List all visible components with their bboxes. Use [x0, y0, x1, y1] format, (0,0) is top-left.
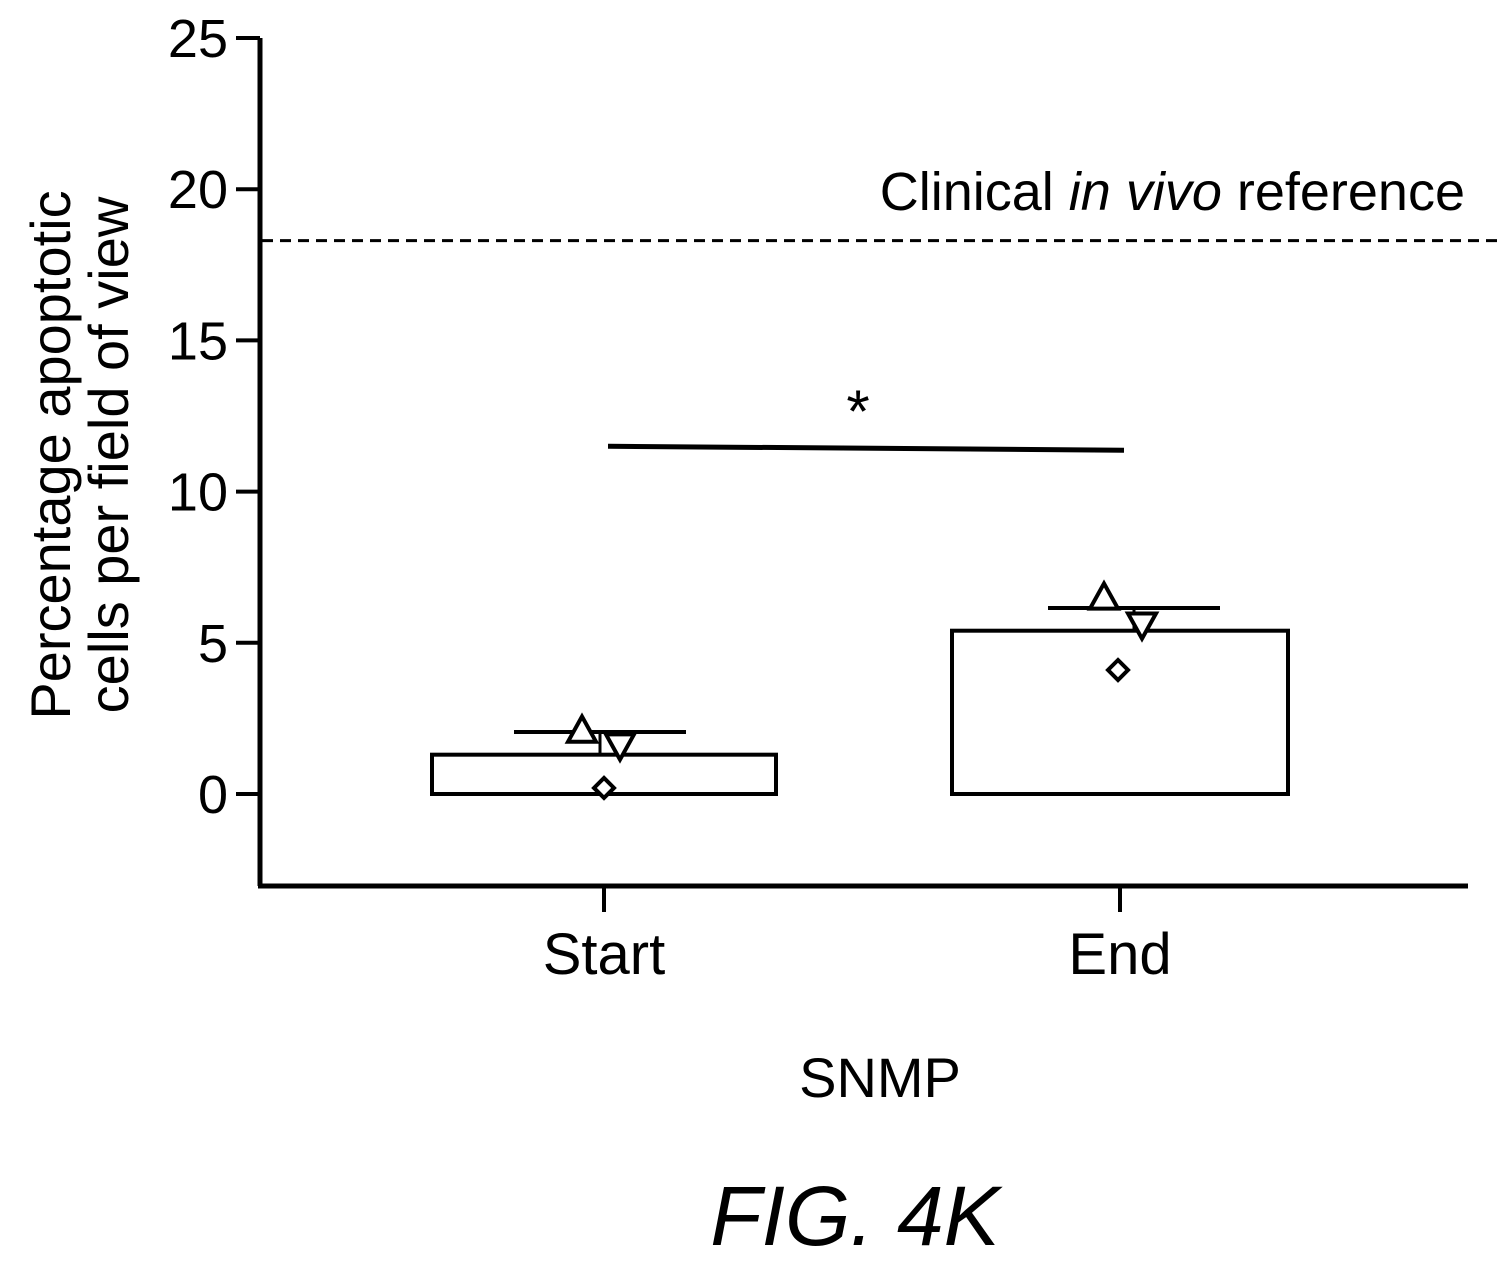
y-tick-label: 15 — [168, 311, 228, 371]
point-triangle-down — [1124, 611, 1160, 643]
x-axis-title: SNMP — [799, 1046, 961, 1109]
significance-line — [607, 443, 1125, 453]
y-tick-label: 10 — [168, 463, 228, 523]
reference-line-group: Clinical in vivo reference — [262, 162, 1500, 243]
y-tick-label: 0 — [198, 765, 228, 825]
axes — [257, 38, 1468, 889]
y-tick-label: 25 — [168, 9, 228, 69]
point-triangle-down — [602, 732, 638, 764]
y-tick-label: 20 — [168, 160, 228, 220]
point-diamond — [1105, 657, 1131, 683]
x-tick-label: Start — [543, 922, 666, 987]
bars — [430, 628, 1290, 796]
significance-marker: * — [846, 378, 869, 445]
x-ticks: Start End — [543, 886, 1172, 987]
figure-caption: FIG. 4K — [710, 1169, 1003, 1263]
point-triangle-up — [564, 712, 600, 744]
y-ticks: 0 5 10 15 20 25 — [168, 9, 260, 825]
point-triangle-up — [1086, 579, 1122, 611]
y-axis-title: Percentage apoptoticcells per field of v… — [19, 190, 140, 719]
point-diamond — [591, 775, 617, 801]
significance: * — [607, 378, 1125, 453]
bar — [950, 628, 1290, 796]
x-tick-label: End — [1068, 922, 1171, 987]
data-points — [564, 579, 1160, 801]
y-tick-label: 5 — [198, 614, 228, 674]
reference-line-label: Clinical in vivo reference — [880, 162, 1465, 222]
